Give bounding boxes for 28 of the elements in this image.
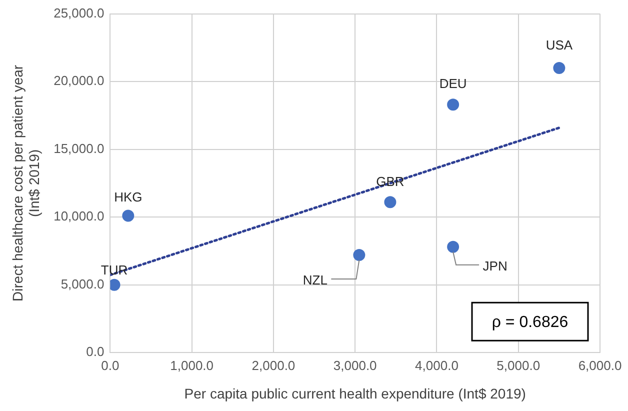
y-tick-label: 20,000.0: [54, 73, 104, 88]
x-tick-label: 2,000.0: [252, 358, 296, 373]
point: [353, 249, 366, 262]
y-tick-label: 5,000.0: [60, 276, 104, 292]
point: [553, 62, 566, 74]
x-tick-label: 6,000.0: [578, 358, 622, 373]
y-tick-label: 0.0: [86, 344, 104, 360]
x-axis-title: Per capita public current health expenditure (Int$ 2019): [184, 385, 526, 402]
data-label: USA: [546, 38, 573, 53]
y-tick-label: 10,000.0: [54, 208, 104, 224]
point: [447, 240, 460, 253]
x-tick-label: 0.0: [101, 358, 120, 373]
annotation: ρ = 0.6826: [492, 314, 568, 332]
point: [122, 210, 134, 222]
x-tick-label: 4,000.0: [415, 358, 458, 373]
y-tick-label: 25,000.0: [54, 5, 104, 20]
data-label: TUR: [100, 262, 128, 278]
data-label: DEU: [439, 76, 467, 92]
y-axis-title: Direct healthcare cost per patient year (Int$ 2019): [9, 64, 42, 302]
x-tick-label: 3,000.0: [333, 358, 377, 373]
point: [384, 196, 396, 208]
data-label: JPN: [482, 258, 508, 274]
point: [447, 98, 460, 111]
data-label: NZL: [302, 272, 328, 288]
y-tick-label: 15,000.0: [54, 140, 104, 156]
x-tick-label: 1,000.0: [170, 358, 214, 373]
data-label: HKG: [114, 189, 142, 204]
x-tick-label: 5,000.0: [496, 358, 540, 373]
